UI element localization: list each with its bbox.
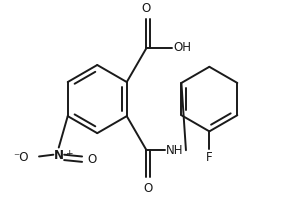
Text: O: O xyxy=(144,182,153,195)
Text: OH: OH xyxy=(173,41,191,54)
Text: NH: NH xyxy=(166,144,184,157)
Text: F: F xyxy=(206,151,213,164)
Text: ⁻O: ⁻O xyxy=(13,151,28,164)
Text: O: O xyxy=(87,153,97,166)
Text: +: + xyxy=(65,149,73,158)
Text: O: O xyxy=(142,2,151,15)
Text: N: N xyxy=(54,149,64,162)
